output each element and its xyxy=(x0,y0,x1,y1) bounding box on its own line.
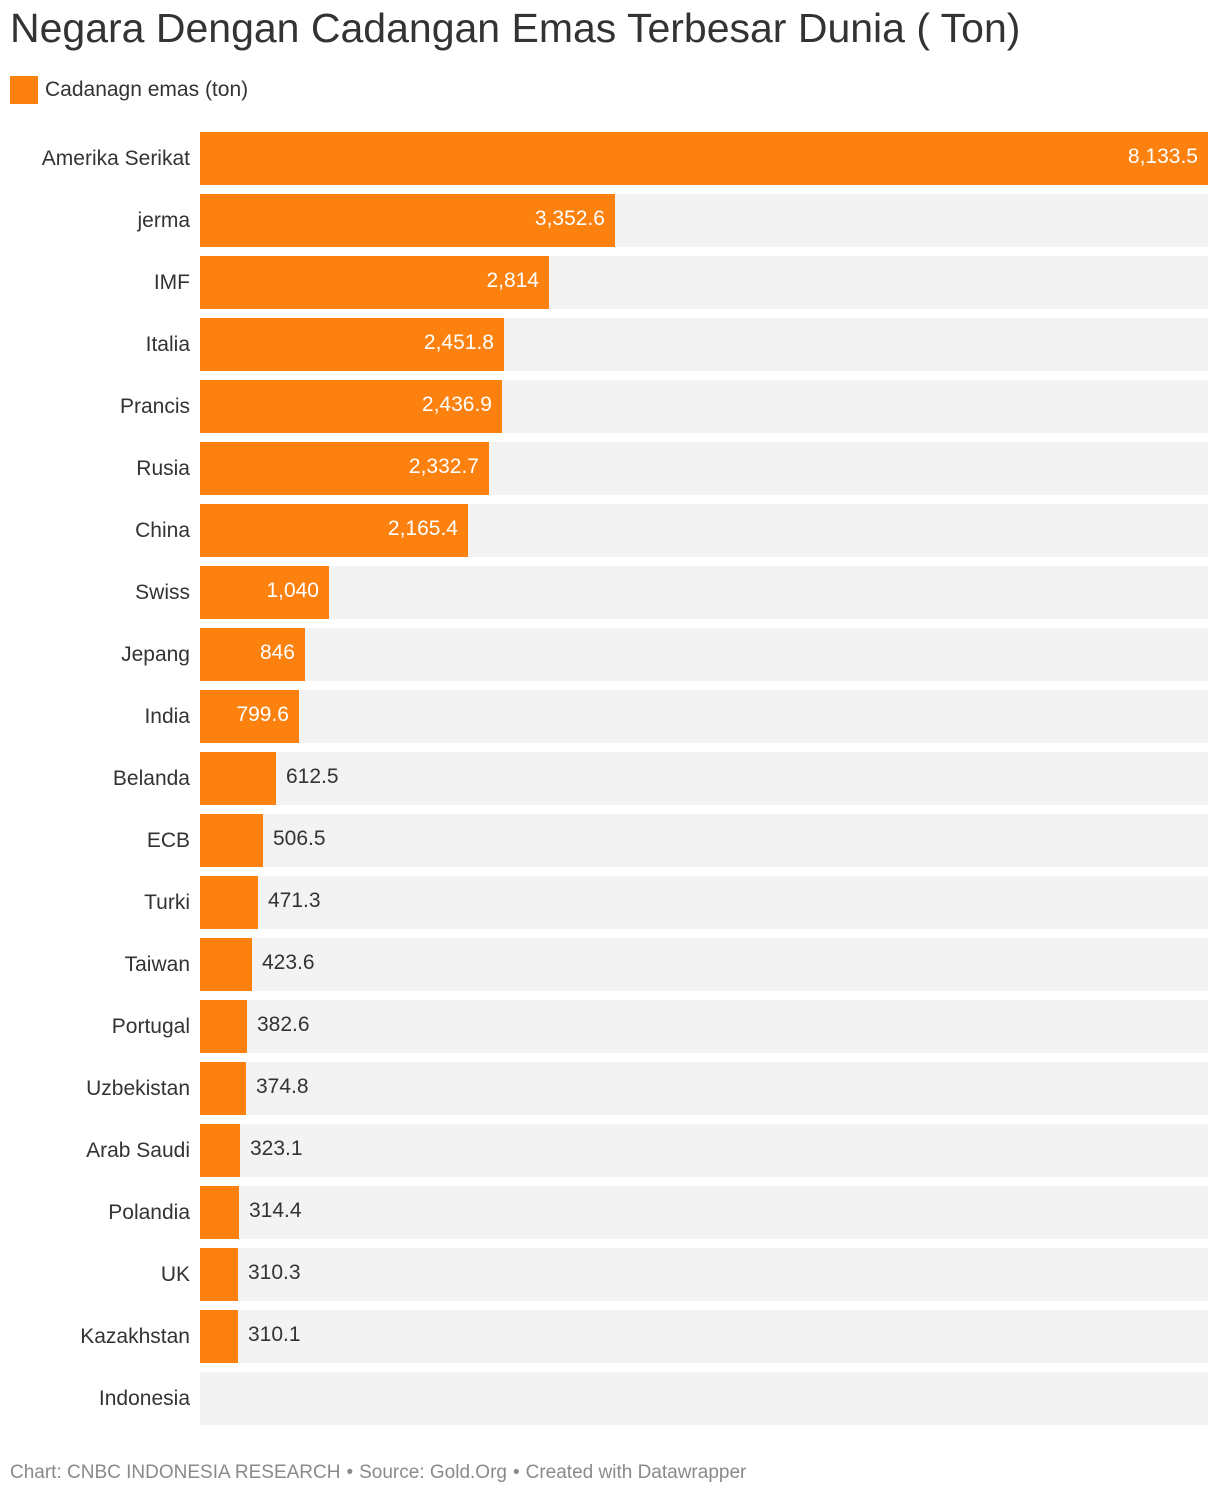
value-label: 612.5 xyxy=(286,765,339,788)
bar xyxy=(200,318,504,371)
value-label: 310.3 xyxy=(248,1261,301,1284)
bar xyxy=(200,1124,240,1177)
bar xyxy=(200,566,329,619)
bar-track xyxy=(200,690,1208,743)
value-label: 471.3 xyxy=(268,889,321,912)
footer-credit: Chart: CNBC INDONESIA RESEARCH xyxy=(10,1462,341,1483)
category-label: Rusia xyxy=(136,457,190,480)
value-label: 374.8 xyxy=(256,1075,309,1098)
footer-separator: • xyxy=(346,1462,354,1483)
value-label: 846 xyxy=(260,641,295,664)
bar-track xyxy=(200,814,1208,867)
category-label: Belanda xyxy=(113,767,190,790)
bar-chart: Amerika Serikat 8,133.5 jerma 3,352.6 IMF 2,8… xyxy=(42,132,1208,1425)
bar-track xyxy=(200,938,1208,991)
category-label: Kazakhstan xyxy=(80,1325,190,1348)
value-label: 2,814 xyxy=(486,269,539,292)
value-label: 382.6 xyxy=(257,1013,310,1036)
category-label: Turki xyxy=(144,891,190,914)
category-label: Indonesia xyxy=(99,1387,190,1410)
bar-track xyxy=(200,628,1208,681)
value-label: 423.6 xyxy=(262,951,315,974)
category-label: China xyxy=(135,519,190,542)
value-label: 2,436.9 xyxy=(422,393,492,416)
category-label: Taiwan xyxy=(125,953,190,976)
bar xyxy=(200,752,276,805)
bar xyxy=(200,442,489,495)
category-label: India xyxy=(144,705,190,728)
category-label: Portugal xyxy=(112,1015,190,1038)
bar xyxy=(200,690,299,743)
legend-label: Cadanagn emas (ton) xyxy=(45,78,249,101)
bar xyxy=(200,876,258,929)
category-label: Italia xyxy=(146,333,191,356)
value-label: 2,332.7 xyxy=(409,455,479,478)
chart-footer: Chart: CNBC INDONESIA RESEARCH • Source: G… xyxy=(10,1462,746,1484)
bar-track xyxy=(200,1062,1208,1115)
value-label: 799.6 xyxy=(236,703,289,726)
bar xyxy=(200,628,305,681)
bar xyxy=(200,938,252,991)
value-label: 3,352.6 xyxy=(535,207,605,230)
bar-track xyxy=(200,876,1208,929)
value-label: 2,165.4 xyxy=(388,517,458,540)
bar-track xyxy=(200,1124,1208,1177)
bar xyxy=(200,380,502,433)
bar xyxy=(200,194,615,247)
bar xyxy=(200,1000,247,1053)
bar-track xyxy=(200,1310,1208,1363)
bar-track xyxy=(200,1000,1208,1053)
bar xyxy=(200,1248,238,1301)
bar-track xyxy=(200,566,1208,619)
value-label: 310.1 xyxy=(248,1323,301,1346)
value-label: 2,451.8 xyxy=(424,331,494,354)
bar-track xyxy=(200,1248,1208,1301)
bar xyxy=(200,1310,238,1363)
bar xyxy=(200,814,263,867)
value-label: 314.4 xyxy=(249,1199,302,1222)
value-label: 323.1 xyxy=(250,1137,303,1160)
legend: Cadanagn emas (ton) xyxy=(10,76,248,104)
category-label: Arab Saudi xyxy=(86,1139,190,1162)
value-label: 506.5 xyxy=(273,827,326,850)
category-label: Amerika Serikat xyxy=(42,147,190,170)
footer-separator: • xyxy=(512,1462,520,1483)
category-label: UK xyxy=(161,1263,190,1286)
category-label: ECB xyxy=(147,829,190,852)
footer-source[interactable]: Source: Gold.Org xyxy=(359,1462,507,1483)
category-label: Uzbekistan xyxy=(86,1077,190,1100)
footer-tool[interactable]: Created with Datawrapper xyxy=(525,1462,747,1483)
category-label: Prancis xyxy=(120,395,190,418)
chart-title: Negara Dengan Cadangan Emas Terbesar Dun… xyxy=(10,5,1021,51)
bar-track xyxy=(200,1186,1208,1239)
category-label: IMF xyxy=(154,271,190,294)
value-label: 1,040 xyxy=(266,579,319,602)
legend-swatch xyxy=(10,76,38,104)
bar xyxy=(200,256,549,309)
bar xyxy=(200,504,468,557)
bar xyxy=(200,1062,246,1115)
bar xyxy=(200,1186,239,1239)
category-label: Polandia xyxy=(108,1201,190,1224)
bar xyxy=(200,132,1208,185)
bar-track xyxy=(200,1372,1208,1425)
bar-track xyxy=(200,752,1208,805)
value-label: 8,133.5 xyxy=(1128,145,1198,168)
category-label: jerma xyxy=(136,209,190,232)
category-label: Swiss xyxy=(135,581,190,604)
category-label: Jepang xyxy=(121,643,190,666)
